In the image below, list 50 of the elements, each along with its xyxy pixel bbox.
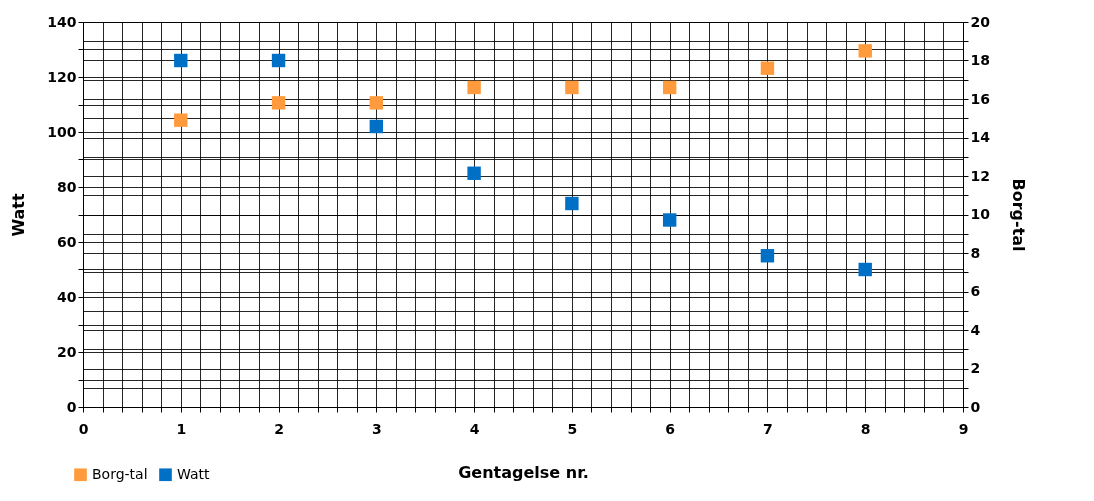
x-tick-label: 0	[78, 420, 89, 437]
y-axis-title: Watt	[9, 193, 29, 237]
point	[467, 80, 481, 95]
point	[467, 166, 481, 180]
point	[369, 96, 384, 110]
y2-tick-label: 10	[970, 206, 991, 222]
x-tick-label: 4	[469, 420, 480, 437]
point	[858, 44, 872, 58]
y2-tick-label: 20	[970, 13, 991, 30]
y-tick-label: 60	[57, 233, 77, 250]
y2-tick-label: 12	[970, 167, 990, 184]
point	[565, 196, 579, 211]
point	[369, 119, 384, 134]
y2-tick-label: 8	[970, 244, 981, 261]
point	[174, 113, 188, 127]
y-tick-label: 120	[47, 68, 77, 85]
x-tick-label: 8	[860, 420, 871, 437]
y2-axis-title: Borg-tal	[1008, 178, 1028, 252]
y2-tick-label: 6	[970, 283, 981, 299]
x-tick-label: 6	[665, 420, 676, 437]
x-tick-label: 1	[176, 420, 187, 437]
point	[662, 80, 677, 95]
x-tick-label: 2	[274, 420, 284, 437]
x-tick-label: 3	[371, 420, 382, 437]
point	[858, 262, 872, 277]
y2-tick-label: 18	[970, 52, 990, 68]
point	[662, 213, 677, 227]
legend-label: Borg-tal	[92, 465, 148, 482]
point	[271, 96, 286, 110]
y-tick-label: 100	[47, 123, 77, 140]
y-tick-label: 20	[57, 343, 77, 360]
y-tick-label: 80	[57, 178, 77, 195]
point	[271, 53, 286, 68]
y2-tick-label: 4	[970, 321, 981, 338]
x-tick-label: 5	[567, 420, 578, 437]
x-axis-title: Gentagelse nr.	[458, 462, 589, 482]
point	[565, 80, 579, 95]
y2-tick-label: 0	[970, 398, 981, 415]
y2-tick-label: 2	[970, 360, 981, 376]
legend-label: Watt	[177, 465, 211, 482]
point	[760, 249, 775, 263]
y-tick-label: 40	[57, 288, 77, 305]
y2-tick-label: 14	[970, 129, 991, 145]
y-tick-label: 0	[66, 398, 77, 415]
y-tick-label: 140	[47, 13, 77, 30]
x-tick-label: 7	[763, 420, 773, 437]
point	[174, 53, 188, 68]
x-tick-label: 9	[958, 420, 969, 437]
y2-tick-label: 16	[970, 90, 990, 107]
point	[760, 61, 775, 75]
